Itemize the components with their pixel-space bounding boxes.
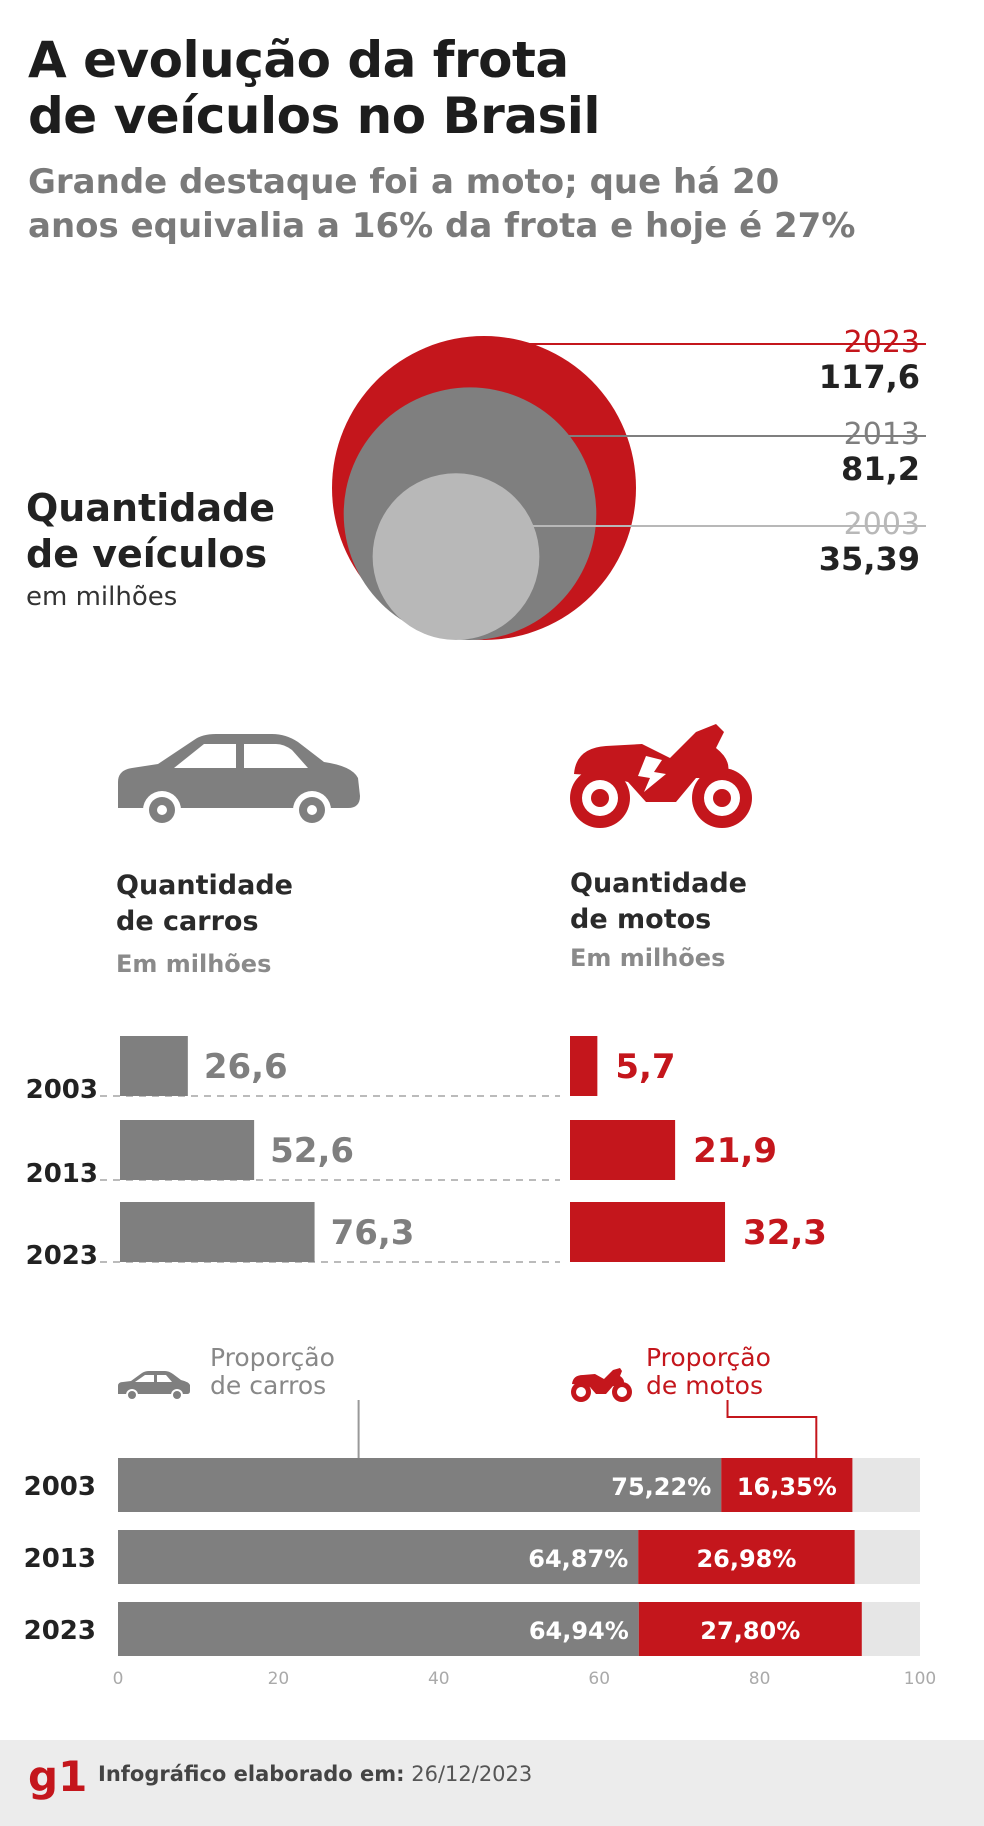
moto-share-label-2023: 27,80% bbox=[700, 1617, 800, 1645]
moto-value-2013: 21,9 bbox=[693, 1131, 777, 1171]
car-legend-line-2: de carros bbox=[210, 1371, 327, 1400]
bubble-year-2003: 2003 bbox=[844, 507, 920, 542]
moto-value-2023: 32,3 bbox=[743, 1213, 827, 1253]
cars-title-line-1: Quantidade bbox=[116, 870, 293, 901]
x-tick-20: 20 bbox=[268, 1669, 290, 1689]
motos-title-line-2: de motos bbox=[570, 904, 712, 935]
title-line-2: de veículos no Brasil bbox=[28, 87, 601, 145]
x-tick-0: 0 bbox=[113, 1669, 124, 1689]
bubble-chart-unit: em milhões bbox=[26, 582, 178, 612]
car-bar-2013 bbox=[120, 1120, 255, 1180]
motorcycle-icon bbox=[570, 724, 752, 828]
page-title: A evolução da frota de veículos no Brasi… bbox=[28, 32, 968, 144]
moto-share-bar-2013 bbox=[638, 1530, 855, 1584]
bubble-year-2023: 2023 bbox=[844, 325, 920, 360]
bubble-chart-title: Quantidade de veículos bbox=[26, 485, 275, 577]
moto-value-2003: 5,7 bbox=[615, 1047, 675, 1087]
moto-bar-2023 bbox=[570, 1202, 726, 1262]
moto-legend-connector bbox=[726, 1400, 818, 1458]
prop-year-2023: 2023 bbox=[24, 1616, 96, 1646]
car-bar-2003 bbox=[120, 1036, 188, 1096]
motos-chart-title: Quantidade de motos bbox=[570, 866, 747, 938]
g1-logo: g1 bbox=[28, 1752, 88, 1801]
car-bar-2023 bbox=[120, 1202, 315, 1262]
moto-legend-line-2: de motos bbox=[646, 1371, 763, 1400]
motorcycle-small-icon bbox=[571, 1368, 632, 1402]
car-share-bar-2003 bbox=[118, 1458, 722, 1512]
moto-share-bar-2003 bbox=[721, 1458, 853, 1512]
proportion-stacked-chart: 2003 75,22% 16,35% 2013 64,87% 26,98% 2023 64,9… bbox=[24, 1400, 936, 1689]
x-tick-80: 80 bbox=[749, 1669, 771, 1689]
year-label-2023: 2023 bbox=[26, 1241, 98, 1271]
cars-chart-unit: Em milhões bbox=[116, 950, 272, 978]
moto-proportion-legend: Proporção de motos bbox=[646, 1344, 771, 1400]
car-value-2003: 26,6 bbox=[204, 1047, 288, 1087]
moto-share-bar-2023 bbox=[638, 1602, 862, 1656]
car-proportion-legend: Proporção de carros bbox=[210, 1344, 335, 1400]
bubble-value-2023: 117,6 bbox=[819, 358, 920, 396]
bubble-title-line-2: de veículos bbox=[26, 532, 268, 576]
moto-bar-2013 bbox=[570, 1120, 676, 1180]
car-legend-line-1: Proporção bbox=[210, 1343, 335, 1372]
footer-credit: Infográfico elaborado em: 26/12/2023 bbox=[98, 1762, 532, 1786]
footer-date: 26/12/2023 bbox=[411, 1762, 533, 1786]
moto-bar-2003 bbox=[570, 1036, 598, 1096]
car-share-bar-2013 bbox=[118, 1530, 639, 1584]
bubble-2003 bbox=[372, 473, 540, 640]
car-share-label-2023: 64,94% bbox=[529, 1617, 629, 1645]
motos-chart-unit: Em milhões bbox=[570, 944, 726, 972]
subtitle-line-2: anos equivalia a 16% da frota e hoje é 2… bbox=[28, 206, 856, 246]
cars-chart-title: Quantidade de carros bbox=[116, 868, 293, 940]
footer bbox=[0, 1740, 984, 1826]
bubble-value-2013: 81,2 bbox=[841, 450, 920, 488]
x-tick-100: 100 bbox=[904, 1669, 936, 1689]
prop-year-2013: 2013 bbox=[24, 1544, 96, 1574]
x-tick-60: 60 bbox=[588, 1669, 610, 1689]
moto-legend-line-1: Proporção bbox=[646, 1343, 771, 1372]
car-value-2013: 52,6 bbox=[270, 1131, 354, 1171]
footer-label: Infográfico elaborado em: bbox=[98, 1762, 405, 1786]
car-share-label-2003: 75,22% bbox=[611, 1473, 711, 1501]
moto-share-label-2013: 26,98% bbox=[696, 1545, 796, 1573]
car-icon bbox=[118, 734, 360, 829]
quantity-bar-charts: 2003 26,6 5,7 2013 52,6 21,9 2023 76,3 32,3 bbox=[26, 1036, 827, 1271]
car-share-bar-2023 bbox=[118, 1602, 639, 1656]
title-line-1: A evolução da frota bbox=[28, 31, 569, 89]
cars-title-line-2: de carros bbox=[116, 906, 259, 937]
moto-share-label-2003: 16,35% bbox=[737, 1473, 837, 1501]
car-small-icon bbox=[118, 1371, 190, 1401]
car-share-label-2013: 64,87% bbox=[528, 1545, 628, 1573]
prop-year-2003: 2003 bbox=[24, 1472, 96, 1502]
page-subtitle: Grande destaque foi a moto; que há 20 an… bbox=[28, 160, 968, 248]
bubble-title-line-1: Quantidade bbox=[26, 486, 276, 530]
car-value-2023: 76,3 bbox=[331, 1213, 415, 1253]
bubble-year-2013: 2013 bbox=[844, 417, 920, 452]
bubble-value-2003: 35,39 bbox=[819, 540, 920, 578]
year-label-2013: 2013 bbox=[26, 1159, 98, 1189]
x-tick-40: 40 bbox=[428, 1669, 450, 1689]
year-label-2003: 2003 bbox=[26, 1075, 98, 1105]
motos-title-line-1: Quantidade bbox=[570, 868, 747, 899]
subtitle-line-1: Grande destaque foi a moto; que há 20 bbox=[28, 162, 780, 202]
